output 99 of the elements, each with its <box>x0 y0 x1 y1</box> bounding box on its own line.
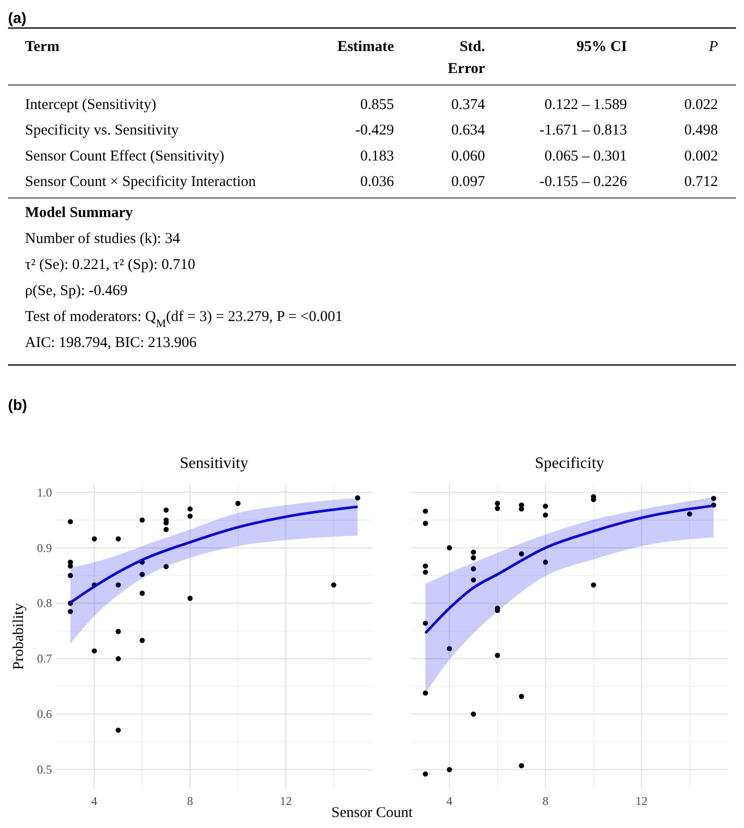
point <box>235 500 241 506</box>
x-tick-label: 12 <box>280 794 292 808</box>
text: Number of studies (k): 34 <box>25 231 180 247</box>
category-label: Specificity vs. Sensitivity <box>25 122 179 139</box>
category-label: 95% CI <box>576 39 628 55</box>
point <box>140 572 145 577</box>
text: (a) <box>8 10 26 27</box>
text: -1.671 – 0.813 <box>540 122 627 139</box>
y-tick-label: 0.9 <box>37 540 52 555</box>
x-tick-label: 4 <box>446 794 452 808</box>
text: -0.155 – 0.226 <box>540 174 627 190</box>
chart-title: Sensitivity <box>180 455 248 472</box>
point <box>542 504 548 509</box>
point <box>686 511 692 517</box>
text: 0.498 <box>684 122 718 139</box>
y-axis-title: Probability <box>11 602 27 670</box>
point <box>164 507 169 513</box>
x-tick-label: 8 <box>187 794 194 808</box>
point <box>470 555 476 560</box>
text: 0.097 <box>451 174 485 190</box>
point <box>422 620 428 626</box>
point <box>494 500 500 506</box>
point <box>355 495 360 500</box>
text: 0.065 – 0.301 <box>544 148 627 164</box>
category-label: Std. Error <box>448 39 486 77</box>
point <box>422 563 428 569</box>
text: -0.429 <box>355 122 394 139</box>
x-tick-label: 4 <box>91 794 98 808</box>
point <box>518 551 524 556</box>
point <box>116 656 121 662</box>
category-label: Sensor Count × Specificity Interaction <box>25 174 256 190</box>
point <box>422 570 428 575</box>
point <box>140 517 145 523</box>
text: 0.712 <box>684 174 718 190</box>
text: 0.060 <box>451 148 485 164</box>
text: 0.374 <box>451 97 485 113</box>
point <box>187 596 193 601</box>
point <box>470 577 476 583</box>
point <box>187 514 193 519</box>
y-tick-label: 1.0 <box>37 485 52 500</box>
text: 0.183 <box>360 148 394 164</box>
category-label: Intercept (Sensitivity) <box>25 97 156 113</box>
point <box>68 572 73 578</box>
point <box>710 496 716 502</box>
point <box>470 712 476 717</box>
point <box>187 506 193 512</box>
text: 0.036 <box>360 174 394 190</box>
text: Test of moderators: Q$_{M}$(df = 3) = 23.279, P = <0.001 <box>25 309 343 330</box>
point <box>164 564 169 570</box>
point <box>140 590 145 596</box>
text: 0.002 <box>684 148 718 164</box>
y-tick-label: 0.7 <box>37 652 52 666</box>
text: 0.855 <box>360 97 394 113</box>
x-tick-label: 8 <box>542 794 548 808</box>
point <box>446 646 452 652</box>
y-tick-label: 0.8 <box>37 596 52 610</box>
point <box>331 582 336 588</box>
point <box>140 638 145 643</box>
point <box>116 628 121 634</box>
point <box>68 608 73 614</box>
text: τ² (Se): 0.221, τ² (Sp): 0.710 <box>25 257 196 273</box>
point <box>92 536 97 542</box>
point <box>542 560 548 565</box>
point <box>116 728 121 733</box>
chart-title: Specificity <box>534 455 604 472</box>
point <box>68 519 73 524</box>
point <box>494 506 500 511</box>
point <box>422 508 428 514</box>
point <box>518 763 524 768</box>
point <box>116 582 121 588</box>
text: 0.122 – 1.589 <box>544 97 627 113</box>
point <box>116 536 121 542</box>
y-tick-label: 0.6 <box>37 707 52 722</box>
point <box>422 771 428 777</box>
point <box>92 648 97 654</box>
y-tick-label: 0.5 <box>37 762 52 777</box>
point <box>164 526 169 532</box>
x-axis-title: Sensor Count <box>331 805 414 821</box>
point <box>422 690 428 696</box>
point <box>446 766 452 772</box>
category-label: Estimate <box>337 39 394 55</box>
point <box>494 652 500 658</box>
point <box>422 520 428 526</box>
category-label: P <box>708 39 718 55</box>
text: ρ(Se, Sp): -0.469 <box>25 283 128 299</box>
point <box>590 582 596 588</box>
point <box>470 566 476 572</box>
text: AIC: 198.794, BIC: 213.906 <box>25 335 198 351</box>
point <box>446 545 452 550</box>
category-label: Sensor Count Effect (Sensitivity) <box>25 148 224 164</box>
point <box>470 550 476 555</box>
text: Model Summary <box>25 205 134 221</box>
point <box>518 694 524 699</box>
text: 0.022 <box>684 97 718 113</box>
text: 0.634 <box>451 122 485 139</box>
point <box>542 512 548 518</box>
category-label: Term <box>25 39 60 55</box>
x-tick-label: 12 <box>636 794 648 808</box>
text: (b) <box>8 397 28 414</box>
